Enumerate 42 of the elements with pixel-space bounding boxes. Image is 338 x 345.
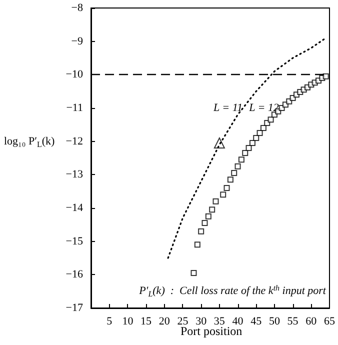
point <box>209 206 216 213</box>
point <box>242 150 248 156</box>
x-tick-label: 60 <box>306 316 318 328</box>
y-tick-label: −8 <box>71 2 84 14</box>
y-tick-label: −17 <box>66 302 84 314</box>
x-tick-label: 10 <box>122 316 134 328</box>
point <box>322 73 329 80</box>
y-tick-label: −16 <box>66 268 84 281</box>
point <box>238 156 244 163</box>
y-tick-label: −12 <box>66 135 83 148</box>
point <box>205 213 212 220</box>
y-tick-label: −11 <box>66 102 83 114</box>
point <box>194 242 200 248</box>
point <box>246 145 252 151</box>
x-tick-label: 50 <box>268 316 280 328</box>
y-tick-label: −13 <box>66 168 84 181</box>
point <box>253 135 260 141</box>
point <box>268 116 274 123</box>
y-tick-label: −14 <box>66 202 84 214</box>
point <box>198 228 204 234</box>
x-tick-label: 55 <box>287 316 299 328</box>
annotation: L = 11 <box>212 102 243 114</box>
x-tick-label: 45 <box>250 316 262 328</box>
y-tick-label: −15 <box>66 235 84 248</box>
point <box>234 163 241 170</box>
point <box>260 125 266 131</box>
y-tick-label: −9 <box>71 35 84 48</box>
point <box>231 170 238 176</box>
annotation: L = 12 <box>248 102 280 114</box>
point <box>224 185 230 191</box>
x-tick-label: 5 <box>106 316 113 328</box>
x-tick-label: 20 <box>158 316 170 328</box>
y-tick-label: −10 <box>66 68 84 81</box>
point <box>190 270 197 276</box>
x-tick-label: 65 <box>324 316 336 328</box>
point <box>227 176 234 183</box>
point <box>249 140 256 146</box>
x-tick-label: 15 <box>140 316 152 328</box>
point <box>256 130 263 136</box>
point <box>220 192 226 198</box>
point <box>212 198 219 204</box>
point <box>202 220 208 226</box>
